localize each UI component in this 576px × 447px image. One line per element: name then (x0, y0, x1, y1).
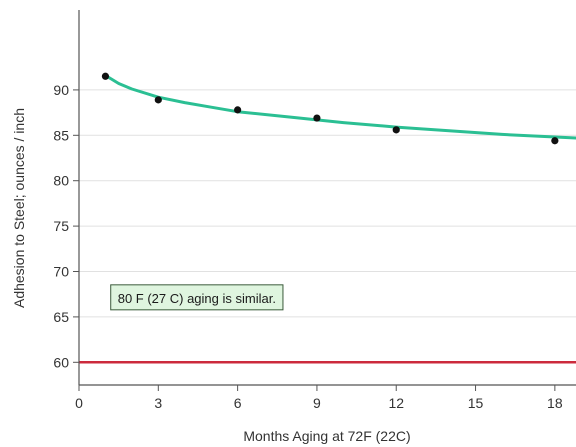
annotation-text: 80 F (27 C) aging is similar. (118, 291, 276, 306)
annotation-box (110, 284, 284, 311)
y-tick-label: 70 (53, 264, 69, 280)
y-tick-labels: 60 65 70 75 80 85 90 (53, 82, 69, 370)
fit-curve-group (103, 73, 576, 140)
y-tick-label: 80 (53, 173, 69, 189)
axes (73, 10, 576, 391)
x-tick-label: 18 (547, 395, 563, 411)
x-axis-title: Months Aging at 72F (22C) (243, 428, 410, 444)
fit-curve-line (103, 73, 576, 140)
horizontal-grid (79, 89, 576, 363)
data-point (313, 114, 321, 122)
y-tick-label: 75 (53, 218, 69, 234)
data-point (551, 137, 559, 145)
x-tick-label: 3 (154, 395, 162, 411)
x-tick-labels: 0 3 6 9 12 15 18 (75, 395, 563, 411)
data-point (234, 106, 242, 114)
annotation: 80 F (27 C) aging is similar. (110, 284, 284, 311)
y-tick-label: 65 (53, 309, 69, 325)
x-tick-label: 15 (468, 395, 484, 411)
data-point (154, 96, 162, 104)
x-tick-label: 9 (313, 395, 321, 411)
y-tick-label: 90 (53, 82, 69, 98)
data-point (392, 126, 400, 134)
x-tick-label: 12 (388, 395, 404, 411)
data-point (101, 72, 110, 80)
x-tick-label: 0 (75, 395, 83, 411)
data-points (101, 72, 559, 145)
x-tick-label: 6 (234, 395, 242, 411)
y-tick-label: 60 (53, 354, 69, 370)
y-tick-label: 85 (53, 127, 69, 143)
y-axis-title: Adhesion to Steel; ounces / inch (11, 108, 27, 308)
